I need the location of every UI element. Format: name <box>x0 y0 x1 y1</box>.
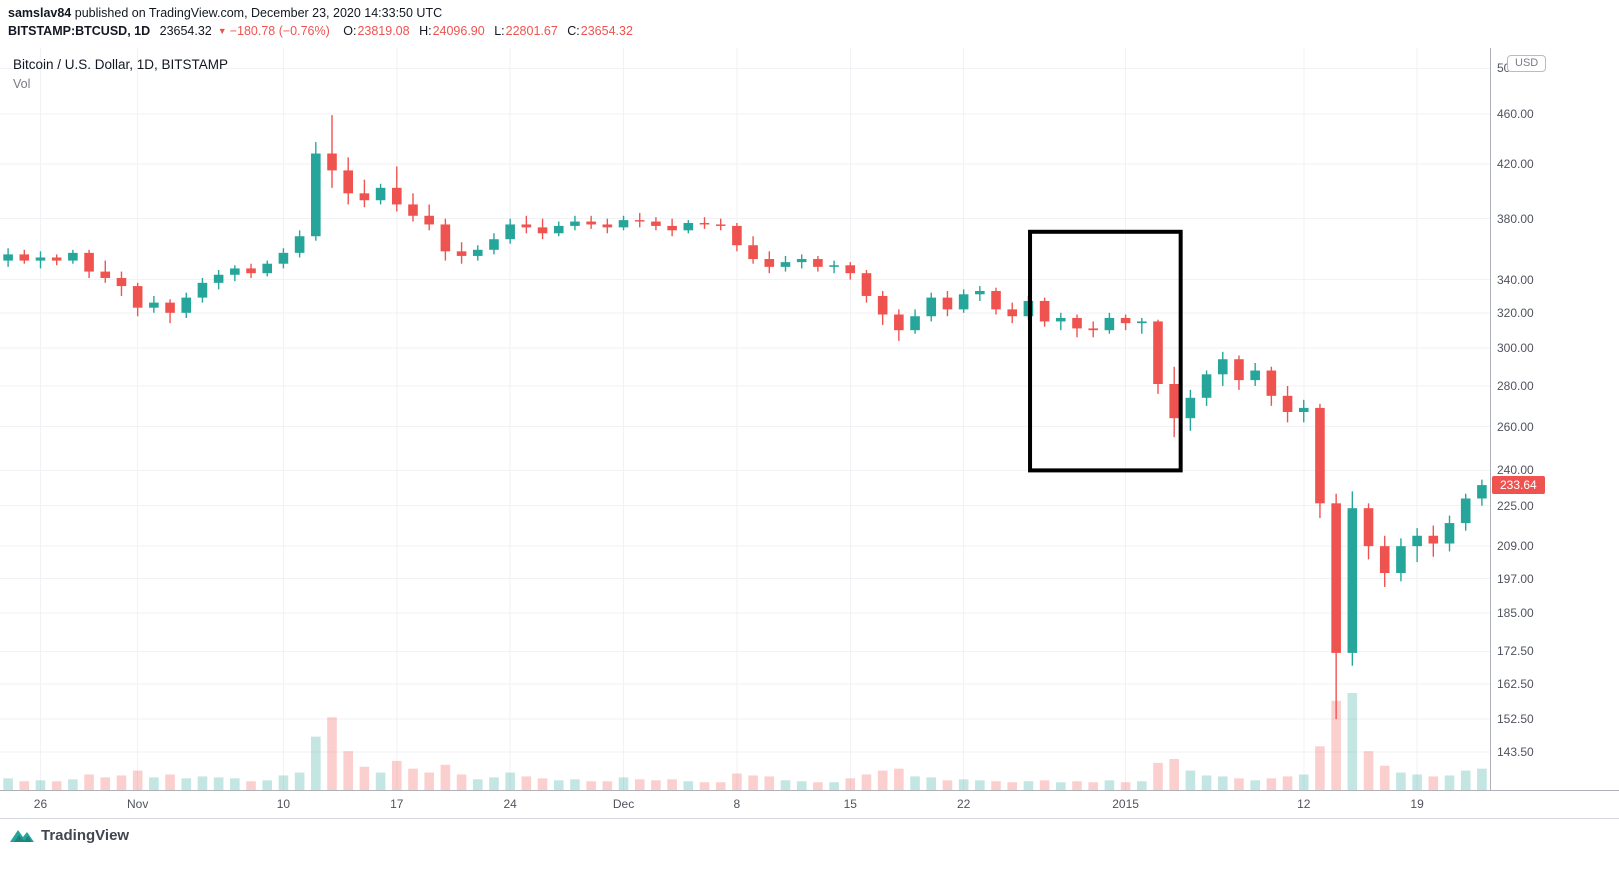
time-tick-label: 12 <box>1297 797 1311 811</box>
time-tick-label: 26 <box>33 797 48 811</box>
price-tick-label: 280.00 <box>1497 378 1534 393</box>
time-tick-label: 15 <box>843 797 857 811</box>
price-axis[interactable]: USD 233.64 500.00460.00420.00380.00340.0… <box>1490 48 1619 790</box>
volume-indicator-label: Vol <box>13 77 31 91</box>
price-tick-label: 260.00 <box>1497 419 1534 434</box>
low-label: L: <box>494 24 505 38</box>
close-value: 23654.32 <box>580 24 633 38</box>
price-tick-label: 380.00 <box>1497 211 1534 226</box>
gridlines <box>0 48 1490 790</box>
time-tick-label: Nov <box>126 797 149 811</box>
price-tick-label: 197.00 <box>1497 571 1534 586</box>
time-tick-label: 19 <box>1410 797 1424 811</box>
price-tick-label: 162.50 <box>1497 677 1534 691</box>
time-tick-label: Dec <box>612 797 635 811</box>
price-tick-label: 185.00 <box>1497 605 1534 620</box>
publish-text: published on TradingView.com, December 2… <box>74 6 443 20</box>
publish-info: samslav84 published on TradingView.com, … <box>8 6 442 20</box>
high-label: H: <box>419 24 432 38</box>
time-tick-label: 2015 <box>1112 797 1139 811</box>
price-tick-label: 300.00 <box>1497 341 1534 356</box>
high-value: 24096.90 <box>432 24 485 38</box>
price-tick-label: 225.00 <box>1497 498 1534 513</box>
price-tick-label: 240.00 <box>1497 463 1534 478</box>
time-tick-label: 10 <box>276 797 291 811</box>
price-tick-label: 320.00 <box>1497 305 1534 320</box>
price-tick-label: 460.00 <box>1497 107 1534 121</box>
volume-series <box>3 693 1487 790</box>
time-tick-label: 8 <box>733 797 741 811</box>
time-axis[interactable]: 26 Nov 10 17 24 Dec 8 15 22 2015 12 19 <box>0 790 1619 819</box>
currency-usd-button[interactable]: USD <box>1507 55 1547 72</box>
quote-last-price: 23654.32 <box>159 24 212 38</box>
chart-canvas[interactable]: Bitcoin / U.S. Dollar, 1D, BITSTAMP Vol <box>0 48 1490 790</box>
candlestick-series <box>3 115 1487 720</box>
quote-symbol: BITSTAMP:BTCUSD, 1D <box>8 24 151 38</box>
price-tick-label: 209.00 <box>1497 539 1534 554</box>
tradingview-logo-text[interactable]: TradingView <box>41 827 130 844</box>
price-tick-label: 420.00 <box>1497 156 1534 171</box>
price-tick-label: 143.50 <box>1497 745 1534 760</box>
down-triangle-icon: ▼ <box>217 26 227 36</box>
username: samslav84 <box>8 6 72 20</box>
quote-line: BITSTAMP:BTCUSD, 1D 23654.32 ▼ −180.78 (−0… <box>8 24 633 38</box>
chart-bottom-border <box>0 818 1619 819</box>
low-value: 22801.67 <box>505 24 558 38</box>
chart-title: Bitcoin / U.S. Dollar, 1D, BITSTAMP <box>13 57 229 72</box>
time-tick-label: 24 <box>503 797 517 811</box>
rectangle-annotation[interactable] <box>1028 229 1183 473</box>
candlestick-chart[interactable] <box>0 48 1490 790</box>
tradingview-footer: TradingView <box>10 827 129 844</box>
price-tick-label: 172.50 <box>1497 644 1534 659</box>
tradingview-logo-icon[interactable] <box>10 827 34 844</box>
quote-change: −180.78 (−0.76%) <box>229 24 330 38</box>
open-value: 23819.08 <box>357 24 410 38</box>
time-tick-label: 22 <box>956 797 971 811</box>
time-tick-label: 17 <box>390 797 404 811</box>
price-tick-label: 340.00 <box>1497 272 1534 287</box>
open-label: O: <box>343 24 357 38</box>
price-tick-label: 152.50 <box>1497 711 1534 726</box>
close-label: C: <box>567 24 580 38</box>
last-price-badge: 233.64 <box>1492 476 1545 495</box>
